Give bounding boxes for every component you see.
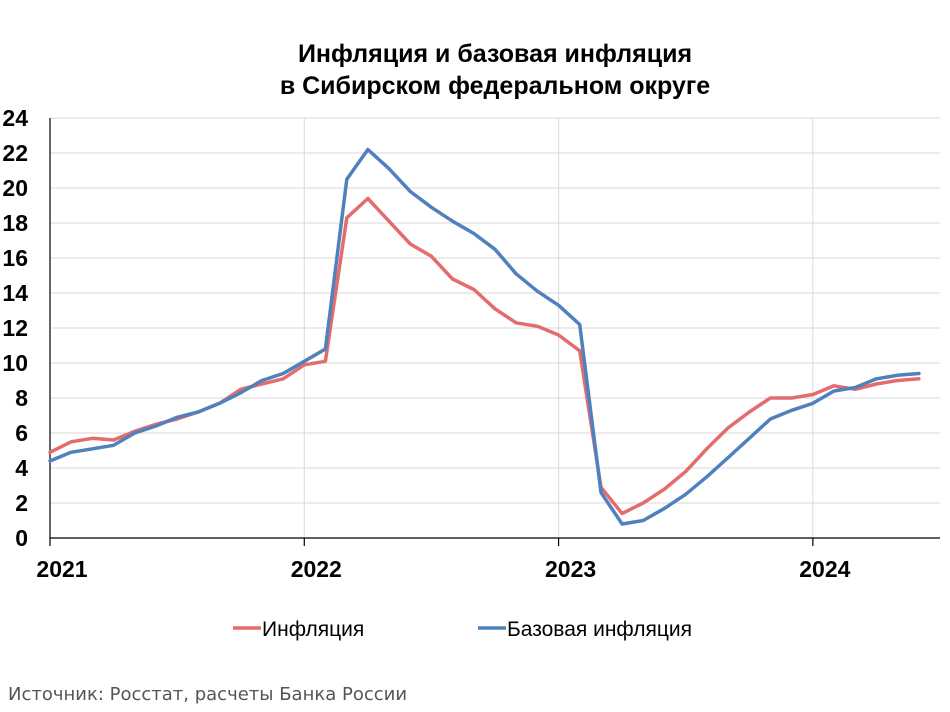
source-note: Источник: Росстат, расчеты Банка России bbox=[8, 684, 408, 705]
y-tick-label: 0 bbox=[15, 525, 28, 551]
y-tick-label: 18 bbox=[2, 210, 28, 236]
y-tick-label: 24 bbox=[2, 105, 28, 131]
y-tick-label: 22 bbox=[2, 140, 28, 166]
y-tick-label: 10 bbox=[2, 350, 28, 376]
x-tick-label: 2022 bbox=[291, 556, 342, 582]
legend: Инфляция Базовая инфляция bbox=[233, 618, 692, 641]
legend-label-1: Инфляция bbox=[262, 618, 364, 641]
series-line-2 bbox=[48, 147, 921, 526]
y-tick-label: 4 bbox=[15, 455, 28, 481]
y-tick-label: 2 bbox=[15, 490, 28, 516]
chart-title: Инфляция и базовая инфляция bbox=[297, 40, 693, 68]
chart-subtitle: в Сибирском федеральном округе bbox=[279, 72, 711, 100]
legend-label-2: Базовая инфляция bbox=[507, 618, 692, 641]
y-tick-label: 12 bbox=[2, 315, 28, 341]
y-tick-label: 14 bbox=[2, 280, 28, 306]
y-tick-label: 8 bbox=[15, 385, 28, 411]
axes bbox=[49, 118, 940, 546]
grid-lines bbox=[50, 117, 940, 538]
x-tick-label: 2023 bbox=[545, 556, 596, 582]
y-tick-label: 16 bbox=[2, 245, 28, 271]
y-tick-label: 20 bbox=[2, 175, 28, 201]
x-tick-label: 2024 bbox=[799, 556, 850, 582]
series-line-1 bbox=[48, 196, 921, 516]
chart-title-block: Инфляция и базовая инфляция в Сибирском … bbox=[0, 38, 950, 102]
y-tick-label: 6 bbox=[15, 420, 28, 446]
series-lines bbox=[48, 147, 921, 526]
x-tick-labels: 2021 2022 2023 2024 bbox=[36, 556, 850, 582]
x-tick-label: 2021 bbox=[36, 556, 87, 582]
